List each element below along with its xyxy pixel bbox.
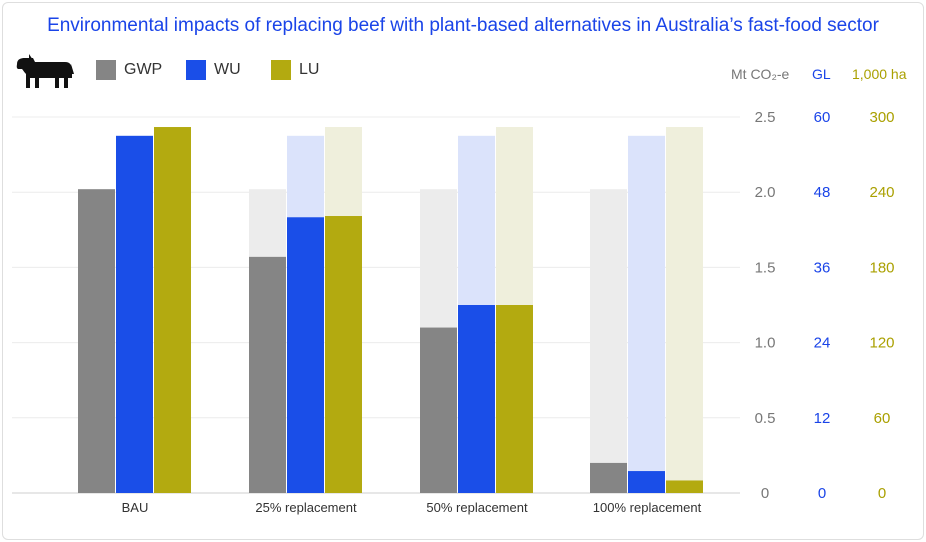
- cow-icon: [15, 50, 75, 95]
- bar: [628, 471, 665, 493]
- bar: [154, 127, 191, 493]
- y-tick-label: 60: [814, 109, 831, 126]
- legend-item-wu: WU: [186, 60, 241, 80]
- y-tick-label: 2.5: [755, 109, 776, 126]
- y-tick-label: 48: [814, 184, 831, 201]
- y-tick-label: 36: [814, 259, 831, 276]
- legend-swatch-wu: [186, 60, 206, 80]
- bar-bau-reference: [628, 135, 665, 494]
- y-tick-label: 60: [874, 410, 891, 427]
- x-tick-label: 100% replacement: [593, 500, 702, 515]
- bar-bau-reference: [666, 127, 703, 493]
- x-tick-label: 25% replacement: [255, 500, 357, 515]
- legend-item-lu: LU: [271, 60, 319, 80]
- y-tick-label: 0: [761, 485, 769, 502]
- y-tick-label: 24: [814, 335, 831, 352]
- legend-label-gwp: GWP: [124, 61, 163, 78]
- legend-item-gwp: GWP: [96, 60, 162, 80]
- y-tick-label: 0.5: [755, 410, 776, 427]
- bar-bau-reference: [590, 189, 627, 493]
- axis-unit-wu: GL: [812, 66, 831, 82]
- bar: [249, 256, 286, 493]
- bar: [287, 217, 324, 493]
- y-tick-label: 120: [869, 335, 894, 352]
- y-tick-label: 2.0: [755, 184, 776, 201]
- chart-title: Environmental impacts of replacing beef …: [47, 15, 879, 36]
- bar: [78, 189, 115, 493]
- legend-label-wu: WU: [214, 61, 241, 78]
- y-tick-label: 1.0: [755, 335, 776, 352]
- legend-swatch-lu: [271, 60, 291, 80]
- bar: [458, 305, 495, 493]
- bar: [666, 480, 703, 493]
- bar: [116, 135, 153, 494]
- y-tick-label: 12: [814, 410, 831, 427]
- axis-unit-lu: 1,000 ha: [852, 66, 907, 82]
- legend-label-lu: LU: [299, 61, 320, 78]
- bar: [325, 216, 362, 493]
- axis-unit-gwp: Mt CO₂-e: [731, 66, 790, 82]
- x-tick-label: BAU: [122, 500, 149, 515]
- bar: [496, 305, 533, 493]
- legend-swatch-gwp: [96, 60, 116, 80]
- y-tick-label: 240: [869, 184, 894, 201]
- bar: [420, 327, 457, 493]
- x-tick-label: 50% replacement: [426, 500, 528, 515]
- bar: [590, 462, 627, 493]
- y-tick-label: 300: [869, 109, 894, 126]
- y-tick-label: 0: [818, 485, 826, 502]
- y-tick-label: 0: [878, 485, 886, 502]
- y-tick-label: 180: [869, 259, 894, 276]
- y-tick-label: 1.5: [755, 259, 776, 276]
